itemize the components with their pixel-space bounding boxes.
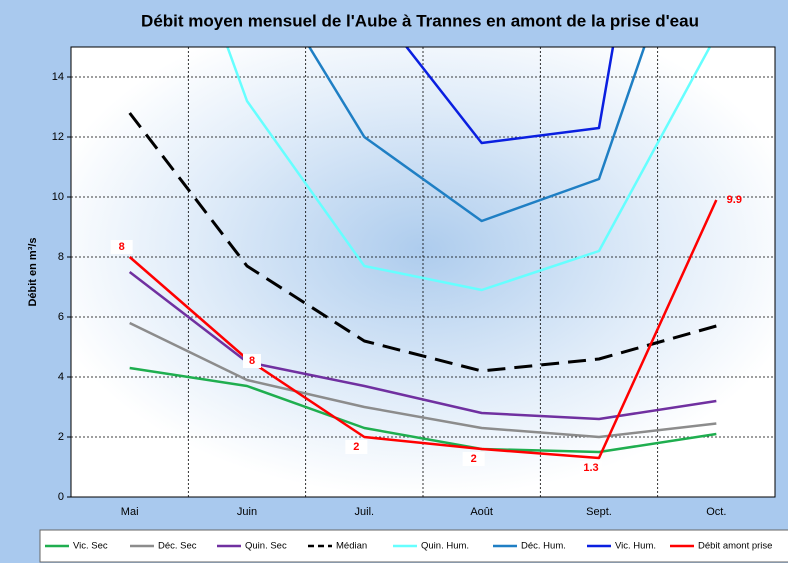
series-line [129, 366, 717, 454]
series-line [404, 47, 615, 145]
y-tick-label: 0 [58, 491, 64, 503]
series-line [129, 321, 717, 439]
data-label: 2 [471, 453, 477, 465]
y-tick-label: 4 [58, 371, 64, 383]
x-tick-label: Sept. [586, 506, 612, 518]
legend-label: Quin. Hum. [421, 541, 469, 552]
y-tick-label: 14 [52, 71, 64, 83]
series-line [128, 112, 717, 373]
annotation: 8 [249, 355, 255, 367]
x-tick-label: Mai [121, 506, 139, 518]
data-label: 1.3 [583, 462, 598, 474]
legend-label: Déc. Sec [158, 541, 197, 552]
x-tick-label: Juin [237, 506, 257, 518]
data-label-bg [110, 240, 133, 254]
chart-title: Débit moyen mensuel de l'Aube à Trannes … [141, 11, 699, 30]
data-label: 9.9 [727, 194, 742, 206]
data-label: 8 [119, 241, 125, 253]
y-tick-label: 8 [58, 251, 64, 263]
y-axis-label: Débit en m³/s [27, 237, 39, 306]
legend-label: Quin. Sec [245, 541, 287, 552]
legend-label: Déc. Hum. [521, 541, 566, 552]
data-label: 2 [353, 441, 359, 453]
data-label-bg [462, 452, 485, 466]
legend-label: Vic. Sec [73, 541, 108, 552]
y-tick-label: 12 [52, 131, 64, 143]
y-tick-label: 6 [58, 311, 64, 323]
x-tick-label: Août [470, 506, 493, 518]
legend-label: Médian [336, 541, 367, 552]
data-label-bg [580, 461, 602, 475]
y-tick-label: 10 [52, 191, 64, 203]
y-tick-label: 2 [58, 431, 64, 443]
series-line [128, 199, 718, 460]
x-tick-label: Oct. [706, 506, 726, 518]
annotation-bg [243, 354, 261, 368]
plot-border [70, 46, 776, 498]
legend-label: Débit amont prise [698, 541, 772, 552]
series-line [226, 47, 712, 292]
x-tick-label: Juil. [355, 506, 375, 518]
legend-label: Vic. Hum. [615, 541, 656, 552]
data-label-bg [345, 440, 368, 454]
series-line [307, 47, 646, 223]
